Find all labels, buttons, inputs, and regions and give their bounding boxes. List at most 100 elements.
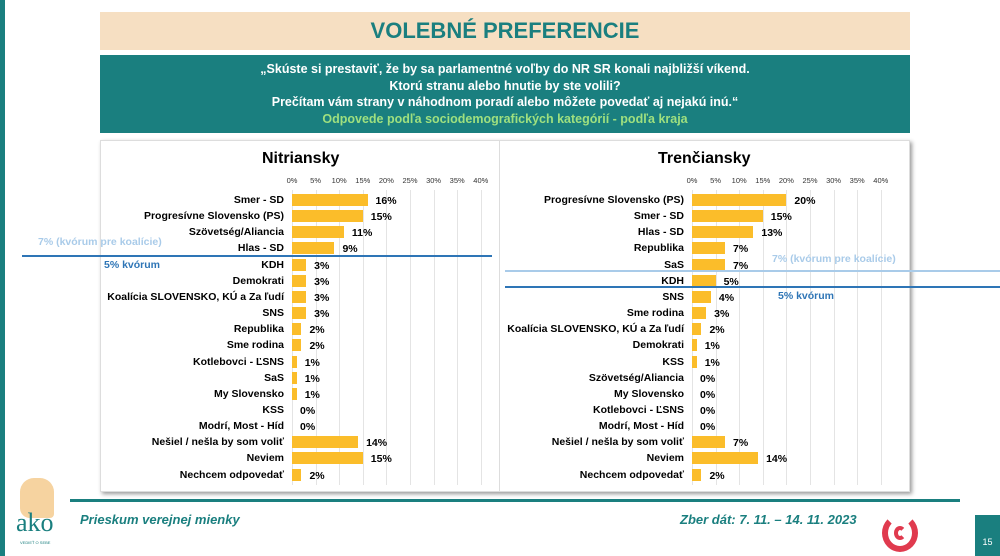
footer-date: Zber dát: 7. 11. – 14. 11. 2023 xyxy=(680,512,857,527)
category-label: SaS xyxy=(664,258,684,271)
category-label: Sme rodina xyxy=(626,307,684,320)
quorum-coalition-label-left: 7% (kvórum pre koalície) xyxy=(38,236,162,248)
value-label: 15% xyxy=(370,453,392,466)
value-label: 2% xyxy=(309,469,325,482)
value-label: 4% xyxy=(718,291,735,304)
value-label: 15% xyxy=(770,211,792,224)
category-label: Nešiel / nešla by som voliť xyxy=(151,436,284,449)
value-label: 5% xyxy=(723,275,739,288)
category-label: Nechcem odpovedať xyxy=(579,468,684,481)
quorum-coalition-label-right: 7% (kvórum pre koalície) xyxy=(772,253,896,265)
bar xyxy=(292,452,363,465)
value-label: 0% xyxy=(300,421,316,434)
question-subtitle: Odpovede podľa sociodemografických kateg… xyxy=(322,111,688,126)
category-label: Republika xyxy=(633,242,684,255)
swirl-logo-icon xyxy=(882,514,918,552)
value-label: 0% xyxy=(700,372,716,385)
value-label: 3% xyxy=(314,275,330,288)
category-label: Kotlebovci - ĽSNS xyxy=(192,355,284,368)
bar xyxy=(692,323,702,336)
value-label: 20% xyxy=(794,195,816,207)
category-label: Szövetség/Aliancia xyxy=(188,226,284,239)
x-tick-label: 25% xyxy=(402,176,418,185)
gridline xyxy=(880,190,882,485)
bar xyxy=(292,274,307,287)
value-label: 0% xyxy=(700,421,716,434)
x-tick-label: 20% xyxy=(378,176,394,185)
quorum-coalition-line-right xyxy=(505,270,1000,272)
category-label: Koalícia SLOVENSKO, KÚ a Za ľudí xyxy=(507,323,684,336)
x-tick-label: 35% xyxy=(449,176,465,185)
logo-text: ako xyxy=(16,508,54,537)
value-label: 14% xyxy=(366,437,388,450)
bar xyxy=(692,307,707,320)
bar xyxy=(692,468,702,481)
gridline xyxy=(339,190,341,485)
gridline xyxy=(762,190,764,485)
ako-logo: ako VEDIEŤ O SEBE xyxy=(12,478,72,548)
category-label: SaS xyxy=(264,371,284,384)
question-line: Prečítam vám strany v náhodnom poradí al… xyxy=(271,95,739,109)
bar xyxy=(292,468,302,481)
bar xyxy=(292,355,297,368)
value-label: 1% xyxy=(304,372,320,385)
category-label: Neviem xyxy=(646,452,684,465)
value-label: 0% xyxy=(700,388,716,401)
category-label: KSS xyxy=(662,355,684,368)
trenciansky-chart-title: Trenčiansky xyxy=(658,150,751,167)
category-label: Koalícia SLOVENSKO, KÚ a Za ľudí xyxy=(107,290,284,303)
bar xyxy=(292,339,302,352)
bar xyxy=(692,452,759,465)
category-label: Hlas - SD xyxy=(637,226,684,239)
category-label: KSS xyxy=(262,403,284,416)
gridline xyxy=(315,190,317,485)
gridline xyxy=(786,190,788,485)
value-label: 7% xyxy=(733,437,749,450)
x-tick-label: 20% xyxy=(778,176,794,185)
gridline xyxy=(386,190,388,485)
category-label: KDH xyxy=(261,258,284,271)
value-label: 2% xyxy=(309,324,325,337)
value-label: 1% xyxy=(304,356,320,369)
value-label: 3% xyxy=(314,259,330,272)
category-label: Demokrati xyxy=(232,274,284,287)
bar xyxy=(292,226,344,239)
value-label: 7% xyxy=(733,259,749,272)
bar xyxy=(692,355,697,368)
x-tick-label: 15% xyxy=(755,176,771,185)
bar xyxy=(292,290,307,303)
value-label: 2% xyxy=(709,469,725,482)
category-label: Neviem xyxy=(246,452,284,465)
category-label: Hlas - SD xyxy=(237,242,284,255)
value-label: 13% xyxy=(761,227,783,240)
gridline xyxy=(292,190,293,485)
gridline xyxy=(480,190,482,485)
category-label: Smer - SD xyxy=(633,210,684,223)
x-tick-label: 30% xyxy=(826,176,842,185)
value-label: 2% xyxy=(309,340,325,353)
bar xyxy=(692,258,726,271)
bar xyxy=(692,226,754,239)
x-tick-label: 40% xyxy=(873,176,889,185)
bar xyxy=(292,210,363,223)
value-label: 1% xyxy=(704,340,720,353)
category-label: Modrí, Most - Híd xyxy=(598,420,684,433)
bar xyxy=(692,290,711,303)
value-label: 1% xyxy=(304,388,320,401)
x-tick-label: 10% xyxy=(331,176,347,185)
value-label: 0% xyxy=(700,404,716,417)
bar xyxy=(692,274,716,287)
category-label: Sme rodina xyxy=(226,339,284,352)
quorum-label-left: 5% kvórum xyxy=(104,259,161,271)
value-label: 11% xyxy=(351,227,373,240)
category-label: SNS xyxy=(662,290,684,303)
bar xyxy=(292,323,302,336)
x-tick-label: 10% xyxy=(731,176,747,185)
category-label: Kotlebovci - ĽSNS xyxy=(592,403,684,416)
bar xyxy=(692,436,726,449)
value-label: 2% xyxy=(709,324,725,337)
x-tick-label: 5% xyxy=(310,176,322,185)
x-tick-label: 5% xyxy=(710,176,722,185)
category-label: KDH xyxy=(661,274,684,287)
gridline xyxy=(739,190,741,485)
